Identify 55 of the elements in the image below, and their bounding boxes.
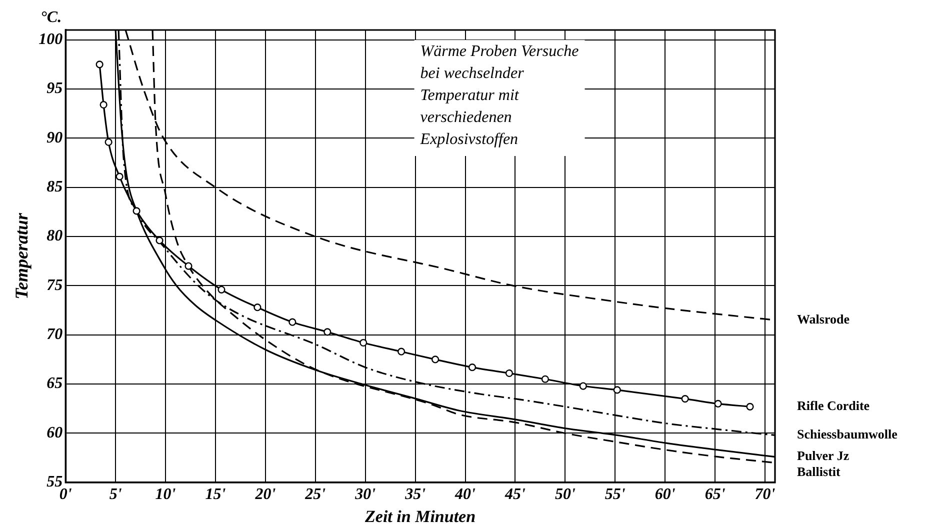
point (104, 138, 112, 146)
y-tick-label: 100 (38, 30, 63, 48)
point (254, 304, 262, 312)
point (218, 286, 226, 294)
point (746, 402, 754, 410)
y-tick-label: 95 (46, 80, 63, 98)
point (431, 356, 440, 364)
text: Wärme Proben Versuche bei wechselnder Temperatur mit verschiedenen Explosivstoffen (419, 43, 579, 148)
point (541, 375, 549, 383)
y-tick-label: 85 (46, 178, 63, 196)
x-tick-label: 60' (654, 486, 676, 504)
series-label: Ballistit (797, 464, 842, 480)
series-label: Schiessbaumwolle (797, 426, 898, 442)
x-tick-label: 25' (304, 486, 326, 504)
point (360, 338, 368, 347)
text: Rifle Cordite (797, 398, 870, 414)
y-axis-title: Temperatur (11, 212, 32, 300)
y-tick-label: 90 (46, 129, 63, 146)
x-tick-label: 40' (454, 486, 476, 504)
x-tick-label: 10' (155, 486, 176, 504)
y-tick-label: 75 (46, 276, 63, 294)
y-tick-label: 80 (46, 228, 63, 245)
text: °C. (40, 9, 62, 26)
x-tick-label: 45' (504, 486, 526, 504)
x-tick-label: 50' (554, 486, 576, 504)
x-tick-label: 65' (704, 486, 726, 504)
x-tick-label: 5' (109, 486, 122, 504)
point (505, 369, 514, 378)
x-tick-label: 20' (254, 486, 276, 504)
point (398, 348, 406, 356)
point (96, 60, 104, 68)
x-axis-title: Zeit in Minuten (364, 507, 476, 526)
y-tick-label: 60 (46, 424, 63, 442)
point (324, 328, 332, 336)
series-label: Pulver Jz (797, 448, 850, 464)
point (579, 382, 587, 390)
series-label: Walsrode (797, 311, 850, 326)
x-tick-label: 15' (205, 486, 226, 504)
y-tick-label: 65 (46, 375, 63, 392)
point (613, 386, 621, 394)
point (714, 400, 722, 408)
x-tick-label: 70' (754, 486, 776, 504)
y-tick-label: 70 (46, 326, 63, 344)
point (156, 236, 164, 244)
point (100, 100, 108, 109)
point (288, 318, 296, 326)
point (116, 172, 124, 180)
point (468, 364, 476, 372)
point (132, 207, 140, 215)
point (184, 262, 192, 270)
x-tick-label: 30' (354, 486, 376, 504)
x-tick-label: 35' (404, 486, 426, 504)
point (681, 395, 689, 403)
x-tick-label: 0' (59, 486, 72, 504)
x-tick-label: 55' (604, 486, 626, 504)
